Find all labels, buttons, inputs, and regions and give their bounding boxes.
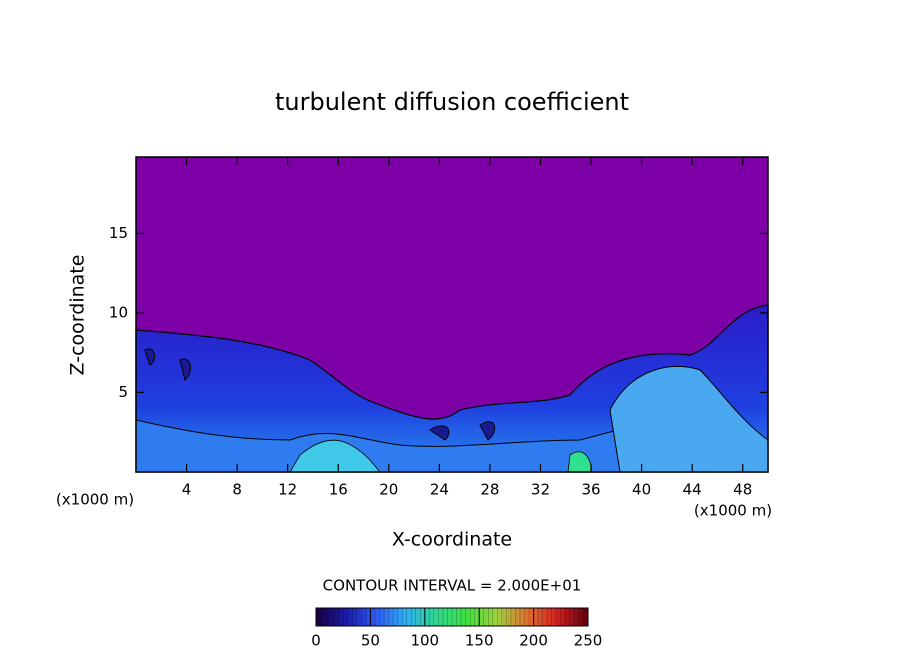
field-region bbox=[144, 348, 496, 441]
field-region bbox=[135, 304, 769, 473]
colorbar-tick-label: 250 bbox=[574, 632, 603, 650]
colorbar-tick-label: 150 bbox=[465, 632, 494, 650]
y-tick-label: 15 bbox=[109, 224, 128, 242]
x-tick-label: 12 bbox=[278, 481, 297, 499]
contour-interval: CONTOUR INTERVAL = 2.000E+01 bbox=[323, 577, 582, 595]
colorbar-tick-label: 0 bbox=[311, 632, 321, 650]
x-unit-label: (x1000 m) bbox=[694, 502, 772, 520]
x-tick-label: 28 bbox=[480, 481, 499, 499]
x-tick-label: 24 bbox=[430, 481, 449, 499]
colorbar-tick-label: 50 bbox=[361, 632, 380, 650]
field-region bbox=[289, 439, 381, 473]
colorbar-tick-label: 200 bbox=[519, 632, 548, 650]
field-region bbox=[609, 365, 769, 473]
y-axis-label: Z-coordinate bbox=[67, 255, 89, 376]
y-tick-label: 10 bbox=[109, 303, 128, 321]
x-tick-label: 40 bbox=[632, 481, 651, 499]
x-tick-label: 8 bbox=[232, 481, 242, 499]
y-unit-label: (x1000 m) bbox=[56, 491, 134, 509]
x-tick-label: 16 bbox=[329, 481, 348, 499]
x-axis-label: X-coordinate bbox=[392, 529, 512, 551]
chart-title: turbulent diffusion coefficient bbox=[275, 88, 629, 116]
x-tick-label: 48 bbox=[733, 481, 752, 499]
contour-field bbox=[135, 157, 769, 473]
x-tick-label: 20 bbox=[379, 481, 398, 499]
x-tick-label: 44 bbox=[683, 481, 702, 499]
x-tick-label: 4 bbox=[182, 481, 192, 499]
x-tick-label: 36 bbox=[581, 481, 600, 499]
y-tick-label: 5 bbox=[118, 383, 128, 401]
x-tick-label: 32 bbox=[531, 481, 550, 499]
plot-frame bbox=[135, 156, 769, 473]
colorbar-tick-label: 100 bbox=[410, 632, 439, 650]
